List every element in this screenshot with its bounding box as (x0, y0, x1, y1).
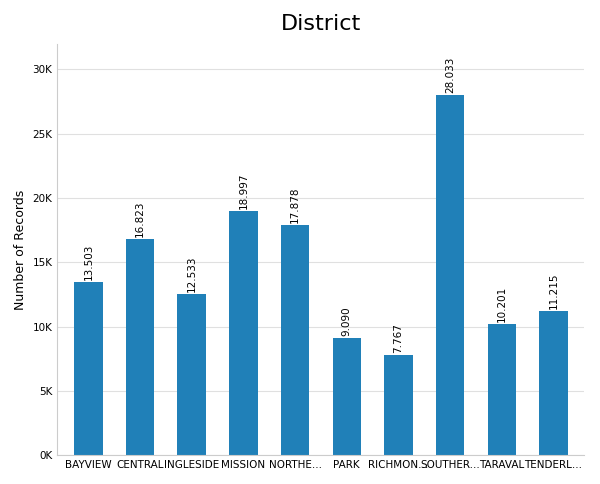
Text: 13.503: 13.503 (83, 243, 94, 280)
Y-axis label: Number of Records: Number of Records (14, 189, 27, 310)
Text: 17.878: 17.878 (290, 187, 300, 224)
Bar (488, 324, 516, 455)
Bar (539, 311, 568, 455)
Text: 10.201: 10.201 (497, 286, 507, 322)
Text: 18.997: 18.997 (238, 173, 248, 209)
Bar (229, 211, 257, 455)
Text: 28.033: 28.033 (445, 57, 455, 93)
Text: 11.215: 11.215 (548, 272, 559, 309)
Text: 7.767: 7.767 (394, 324, 403, 353)
Bar (74, 282, 103, 455)
Bar (436, 95, 464, 455)
Bar (281, 226, 309, 455)
Text: 16.823: 16.823 (135, 200, 145, 237)
Bar (332, 338, 361, 455)
Title: District: District (281, 14, 361, 34)
Bar (384, 355, 413, 455)
Bar (126, 239, 154, 455)
Bar (178, 294, 206, 455)
Text: 12.533: 12.533 (187, 256, 197, 292)
Text: 9.090: 9.090 (342, 307, 352, 336)
